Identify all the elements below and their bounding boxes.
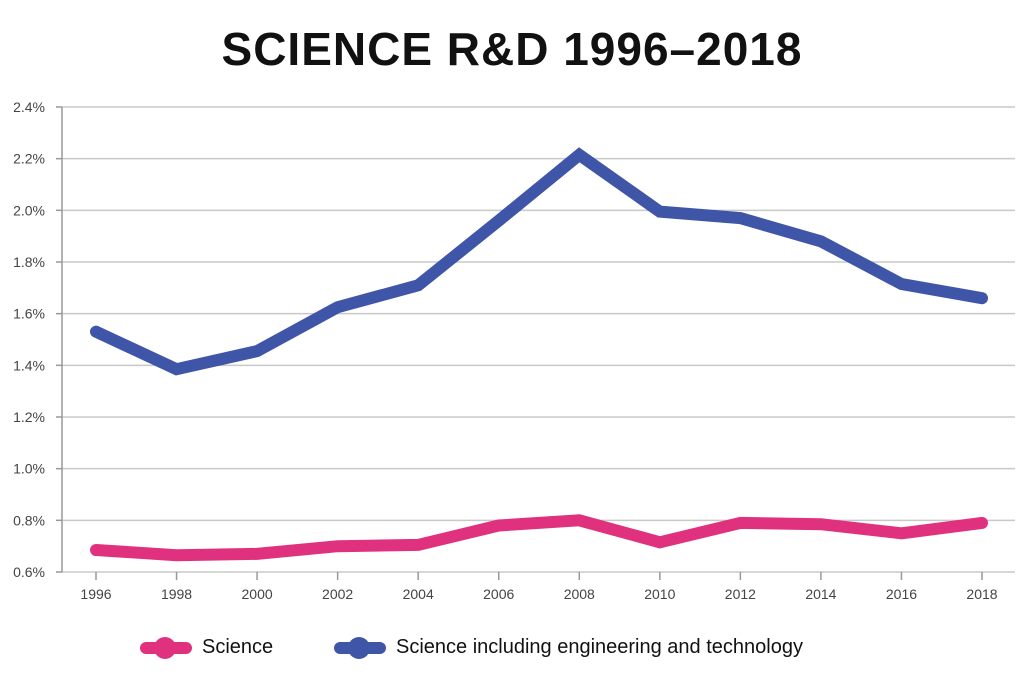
data-point <box>497 219 500 222</box>
data-point <box>256 350 259 353</box>
chart-title: SCIENCE R&D 1996–2018 <box>221 23 803 75</box>
data-point <box>900 532 903 535</box>
data-point <box>658 210 661 213</box>
legend-label-science: Science <box>202 636 274 658</box>
x-tick-label: 2008 <box>564 586 595 602</box>
y-tick-label: 1.0% <box>13 461 45 477</box>
y-tick-label: 1.8% <box>13 254 45 270</box>
legend-item-science: Science <box>140 636 273 659</box>
data-point <box>336 545 339 548</box>
data-point <box>175 368 178 371</box>
data-point <box>578 519 581 522</box>
x-tick-label: 1996 <box>80 586 111 602</box>
data-point <box>256 552 259 555</box>
science-swatch-icon <box>140 636 192 659</box>
x-tick-label: 1998 <box>161 586 192 602</box>
data-point <box>900 282 903 285</box>
legend: Science Science including engineering an… <box>0 636 1024 666</box>
grid <box>62 106 1015 573</box>
data-point <box>175 554 178 557</box>
y-tick-label: 1.6% <box>13 306 45 322</box>
data-point <box>819 240 822 243</box>
y-tick-label: 2.4% <box>13 99 45 115</box>
data-point <box>417 284 420 287</box>
x-tick-label: 2016 <box>886 586 917 602</box>
y-tick-label: 2.2% <box>13 151 45 167</box>
y-tick-label: 1.4% <box>13 357 45 373</box>
x-tick-label: 2018 <box>966 586 997 602</box>
science-eng-tech-swatch-icon <box>334 636 386 659</box>
x-tick-label: 2010 <box>644 586 675 602</box>
data-point <box>658 541 661 544</box>
y-tick-labels: 0.6% 0.8% 1.0% 1.2% 1.4% 1.6% 1.8% 2.0% 2.2% 2.4% <box>13 99 45 580</box>
data-point <box>417 543 420 546</box>
data-point <box>497 524 500 527</box>
y-tick-label: 0.6% <box>13 564 45 580</box>
x-tick-label: 2006 <box>483 586 514 602</box>
x-tick-label: 2000 <box>242 586 273 602</box>
data-point <box>95 549 97 552</box>
x-tick-label: 2012 <box>725 586 756 602</box>
y-tick-label: 1.2% <box>13 409 45 425</box>
series-lines <box>90 147 988 562</box>
data-point <box>981 521 983 524</box>
data-point <box>739 521 742 524</box>
x-tick-label: 2002 <box>322 586 353 602</box>
x-tick-label: 2014 <box>805 586 836 602</box>
legend-label-science-eng-tech: Science including engineering and techno… <box>396 636 803 658</box>
y-tick-label: 2.0% <box>13 202 45 218</box>
axes <box>56 106 983 580</box>
x-tick-labels: 1996 1998 2000 2002 2004 2006 2008 2010 2012 2014… <box>80 586 997 602</box>
data-point <box>739 217 742 220</box>
legend-item-science-eng-tech: Science including engineering and techno… <box>334 636 803 659</box>
data-point <box>578 153 581 156</box>
x-tick-label: 2004 <box>403 586 434 602</box>
data-point <box>981 297 983 300</box>
data-point <box>336 306 339 309</box>
data-point <box>95 330 97 333</box>
series-line-1 <box>90 147 988 376</box>
series-line-0 <box>90 514 988 562</box>
y-tick-label: 0.8% <box>13 512 45 528</box>
data-point <box>819 523 822 526</box>
